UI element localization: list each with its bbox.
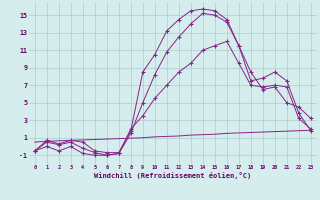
- X-axis label: Windchill (Refroidissement éolien,°C): Windchill (Refroidissement éolien,°C): [94, 172, 252, 179]
